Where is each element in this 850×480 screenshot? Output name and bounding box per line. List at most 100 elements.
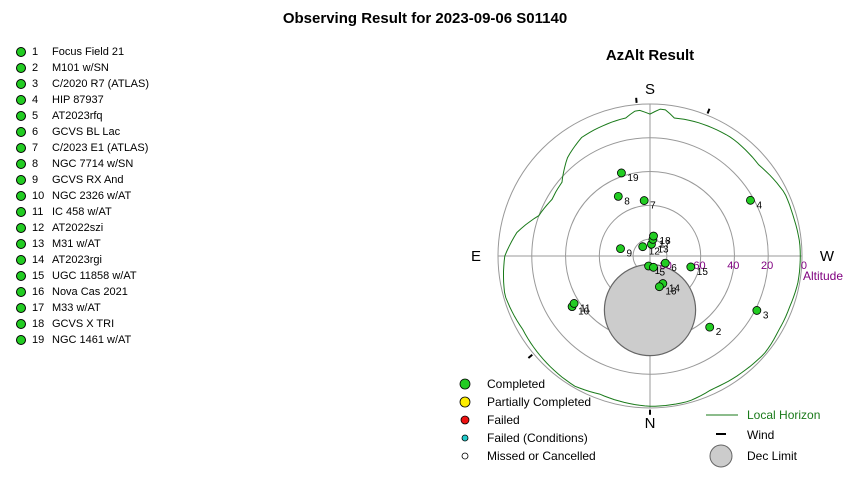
target-point-label: 12 <box>649 247 661 258</box>
target-point-label: 9 <box>627 249 633 260</box>
status-dot-icon <box>16 319 26 329</box>
status-dot-icon <box>16 287 26 297</box>
target-name: Focus Field 21 <box>52 46 125 58</box>
status-dot-icon <box>16 255 26 265</box>
target-row: 5 AT2023rfq <box>16 108 149 124</box>
status-dot-icon <box>16 271 26 281</box>
target-point <box>613 191 623 201</box>
target-point <box>686 262 696 272</box>
target-point-label: 6 <box>671 263 677 274</box>
status-dot-icon <box>16 143 26 153</box>
target-number: 6 <box>32 126 39 138</box>
target-point-label: 3 <box>763 310 769 321</box>
target-name: GCVS RX And <box>52 174 124 186</box>
target-point-label: 8 <box>624 196 630 207</box>
target-point <box>654 282 664 292</box>
target-row: 1 Focus Field 21 <box>16 44 149 60</box>
target-point <box>638 242 648 252</box>
dec-limit-circle <box>603 263 697 357</box>
status-dot-icon <box>16 47 26 57</box>
target-point-label: 17 <box>659 239 671 250</box>
target-list: 1 Focus Field 21 2 M101 w/SN 3 C/2020 R7 (ATL… <box>16 44 149 348</box>
target-name: NGC 7714 w/SN <box>52 158 134 170</box>
target-number: 15 <box>32 270 45 282</box>
target-number: 17 <box>32 302 45 314</box>
direction-label-w: W <box>820 248 835 265</box>
target-row: 4 HIP 87937 <box>16 92 149 108</box>
target-name: NGC 2326 w/AT <box>52 190 132 202</box>
target-point-label: 19 <box>627 173 639 184</box>
target-row: 7 C/2023 E1 (ATLAS) <box>16 140 149 156</box>
status-dot-icon <box>16 95 26 105</box>
legend-failed-icon <box>460 415 470 425</box>
legend-horizon-label: Local Horizon <box>747 408 820 422</box>
target-number: 10 <box>32 190 45 202</box>
target-row: 15 UGC 11858 w/AT <box>16 268 149 284</box>
status-dot-icon <box>16 159 26 169</box>
target-row: 14 AT2023rgi <box>16 252 149 268</box>
target-number: 13 <box>32 238 45 250</box>
target-name: M31 w/AT <box>52 238 101 250</box>
target-row: 11 IC 458 w/AT <box>16 204 149 220</box>
target-name: AT2022szi <box>52 222 104 234</box>
target-name: C/2023 E1 (ATLAS) <box>52 142 149 154</box>
altitude-tick-label: 20 <box>761 260 773 272</box>
direction-label-s: S <box>645 81 655 98</box>
target-number: 16 <box>32 286 45 298</box>
direction-label-n: N <box>645 415 656 432</box>
target-number: 19 <box>32 334 45 346</box>
legend-partial-icon <box>459 396 471 408</box>
target-point <box>752 306 762 315</box>
target-row: 12 AT2022szi <box>16 220 149 236</box>
wind-marker <box>527 354 533 359</box>
target-point <box>705 322 715 332</box>
target-row: 3 C/2020 R7 (ATLAS) <box>16 76 149 92</box>
target-row: 13 M31 w/AT <box>16 236 149 252</box>
target-point <box>746 195 755 205</box>
target-name: Nova Cas 2021 <box>52 286 128 298</box>
status-dot-icon <box>16 207 26 217</box>
target-point-label: 7 <box>650 201 656 212</box>
legend-missed-icon <box>461 452 469 460</box>
target-number: 14 <box>32 254 45 266</box>
legend-wind-label: Wind <box>747 428 774 442</box>
target-name: M33 w/AT <box>52 302 101 314</box>
target-row: 16 Nova Cas 2021 <box>16 284 149 300</box>
status-dot-icon <box>16 239 26 249</box>
target-row: 10 NGC 2326 w/AT <box>16 188 149 204</box>
target-name: GCVS BL Lac <box>52 126 121 138</box>
legend-completed-icon <box>459 378 471 390</box>
status-dot-icon <box>16 191 26 201</box>
legend-failed-label: Failed <box>487 413 520 427</box>
direction-label-e: E <box>471 248 481 265</box>
target-point-label: 18 <box>660 236 672 247</box>
target-point-label: 13 <box>657 244 669 255</box>
wind-marker <box>706 108 711 114</box>
status-dot-icon <box>16 63 26 73</box>
target-number: 7 <box>32 142 39 154</box>
local-horizon-line <box>503 108 801 407</box>
target-row: 19 NGC 1461 w/AT <box>16 332 149 348</box>
target-number: 2 <box>32 62 39 74</box>
target-name: AT2023rgi <box>52 254 102 266</box>
legend-dec-limit-label: Dec Limit <box>747 449 798 463</box>
target-row: 2 M101 w/SN <box>16 60 149 76</box>
status-dot-icon <box>16 175 26 185</box>
target-point <box>617 168 626 178</box>
target-row: 17 M33 w/AT <box>16 300 149 316</box>
target-row: 18 GCVS X TRI <box>16 316 149 332</box>
legend-failed-conditions-icon <box>461 434 469 442</box>
target-point <box>660 258 670 268</box>
legend-partial-label: Partially Completed <box>487 395 591 409</box>
target-point <box>639 196 649 205</box>
target-name: NGC 1461 w/AT <box>52 334 132 346</box>
status-dot-icon <box>16 111 26 121</box>
target-number: 12 <box>32 222 45 234</box>
target-name: HIP 87937 <box>52 94 104 106</box>
target-name: IC 458 w/AT <box>52 206 112 218</box>
status-dot-icon <box>16 335 26 345</box>
target-point <box>649 231 658 241</box>
legend-dec-limit-icon <box>709 444 733 468</box>
target-row: 8 NGC 7714 w/SN <box>16 156 149 172</box>
altitude-tick-label: 0 <box>801 260 807 272</box>
